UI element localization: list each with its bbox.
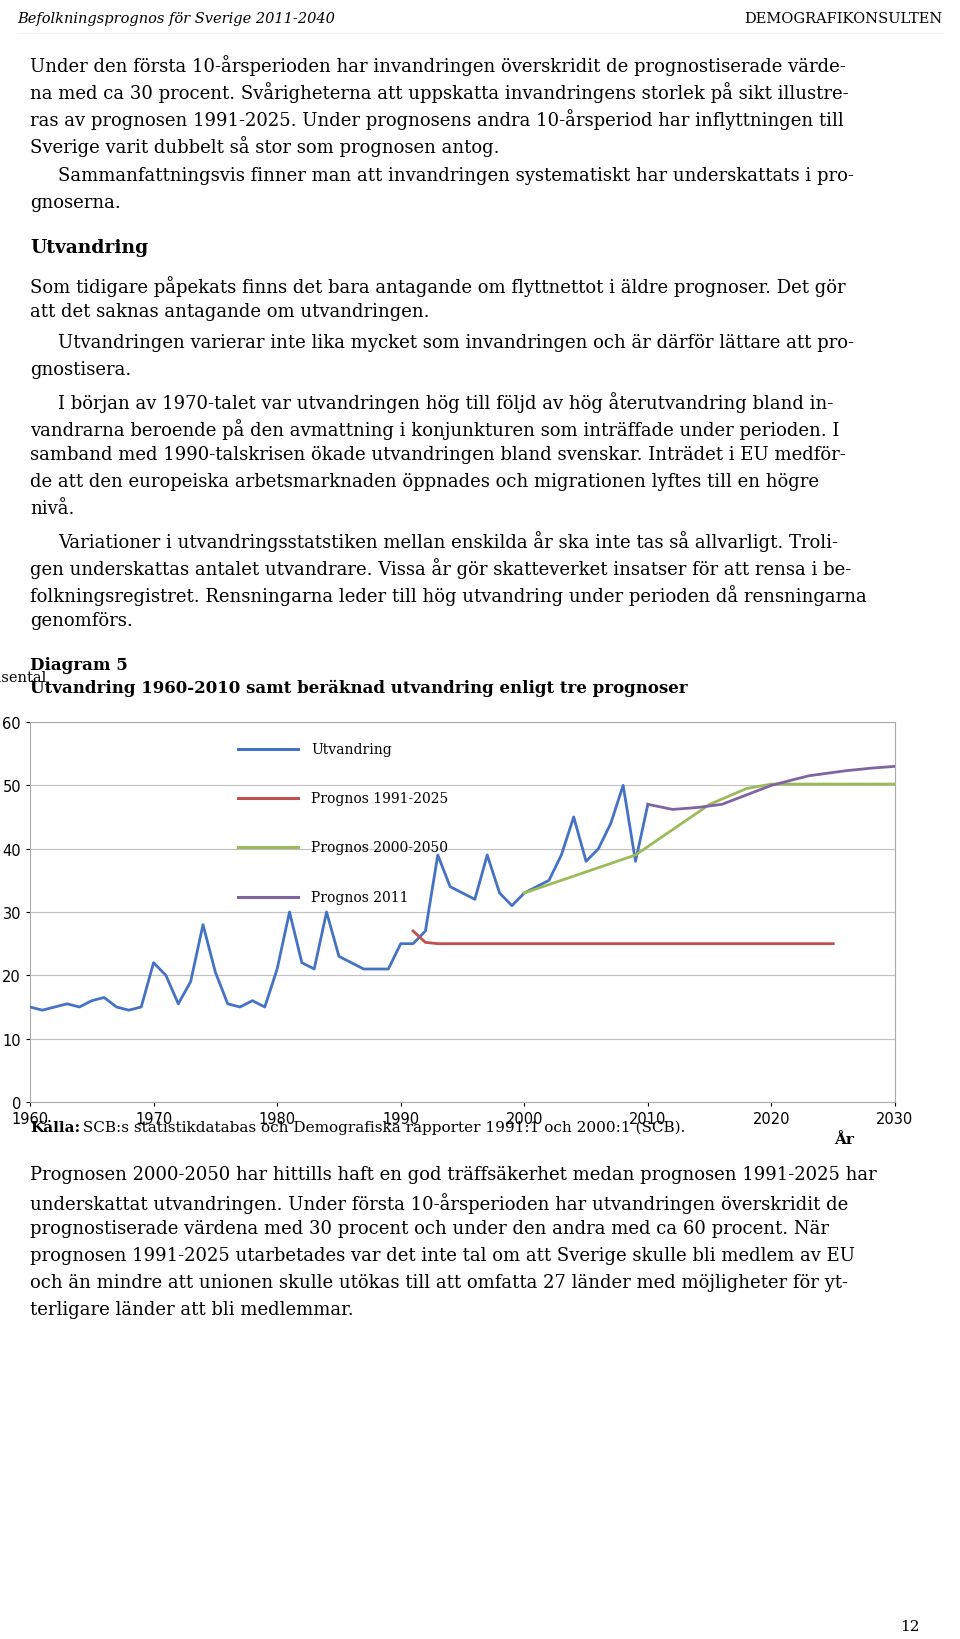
Text: gnostisera.: gnostisera. [30,361,132,379]
Text: Variationer i utvandringsstatstiken mellan enskilda år ska inte tas så allvarlig: Variationer i utvandringsstatstiken mell… [58,531,838,552]
Text: prognostiserade värdena med 30 procent och under den andra med ca 60 procent. Nä: prognostiserade värdena med 30 procent o… [30,1219,829,1237]
Text: SCB:s statistikdatabas och Demografiska rapporter 1991:1 och 2000:1 (SCB).: SCB:s statistikdatabas och Demografiska … [78,1121,685,1134]
Text: Sverige varit dubbelt så stor som prognosen antog.: Sverige varit dubbelt så stor som progno… [30,136,499,157]
Text: Sammanfattningsvis finner man att invandringen systematiskt har underskattats i : Sammanfattningsvis finner man att invand… [58,167,853,185]
Text: terligare länder att bli medlemmar.: terligare länder att bli medlemmar. [30,1300,353,1318]
Text: Som tidigare påpekats finns det bara antagande om flyttnettot i äldre prognoser.: Som tidigare påpekats finns det bara ant… [30,275,846,297]
Text: samband med 1990-talskrisen ökade utvandringen bland svenskar. Inträdet i EU med: samband med 1990-talskrisen ökade utvand… [30,446,846,464]
Text: Prognosen 2000-2050 har hittills haft en god träffsäkerhet medan prognosen 1991-: Prognosen 2000-2050 har hittills haft en… [30,1165,876,1183]
Text: DEMOGRAFIKONSULTEN: DEMOGRAFIKONSULTEN [744,11,943,26]
Text: underskattat utvandringen. Under första 10-årsperioden har utvandringen överskri: underskattat utvandringen. Under första … [30,1192,849,1213]
Text: Utvandringen varierar inte lika mycket som invandringen och är därför lättare at: Utvandringen varierar inte lika mycket s… [58,334,854,352]
Text: Utvandring: Utvandring [30,239,148,257]
Text: Prognos 2011: Prognos 2011 [311,890,409,905]
Text: Under den första 10-årsperioden har invandringen överskridit de prognostiserade : Under den första 10-årsperioden har inva… [30,56,846,75]
Text: na med ca 30 procent. Svårigheterna att uppskatta invandringens storlek på sikt : na med ca 30 procent. Svårigheterna att … [30,82,849,103]
Text: genomförs.: genomförs. [30,611,132,629]
Text: att det saknas antagande om utvandringen.: att det saknas antagande om utvandringen… [30,303,429,321]
Text: folkningsregistret. Rensningarna leder till hög utvandring under perioden då ren: folkningsregistret. Rensningarna leder t… [30,585,867,605]
Text: prognosen 1991-2025 utarbetades var det inte tal om att Sverige skulle bli medle: prognosen 1991-2025 utarbetades var det … [30,1246,855,1264]
Text: Diagram 5: Diagram 5 [30,657,128,674]
Text: gen underskattas antalet utvandrare. Vissa år gör skatteverket insatser för att : gen underskattas antalet utvandrare. Vis… [30,557,852,579]
Text: nivå.: nivå. [30,500,74,518]
Text: Prognos 2000-2050: Prognos 2000-2050 [311,841,448,856]
Text: Befolkningsprognos för Sverige 2011-2040: Befolkningsprognos för Sverige 2011-2040 [17,11,335,26]
Text: 12: 12 [900,1619,920,1632]
Text: Utvandring: Utvandring [311,742,392,756]
Text: I början av 1970-talet var utvandringen hög till följd av hög återutvandring bla: I början av 1970-talet var utvandringen … [58,392,833,413]
Text: och än mindre att unionen skulle utökas till att omfatta 27 länder med möjlighet: och än mindre att unionen skulle utökas … [30,1274,848,1292]
Text: Källa:: Källa: [30,1121,80,1134]
Text: de att den europeiska arbetsmarknaden öppnades och migrationen lyftes till en hö: de att den europeiska arbetsmarknaden öp… [30,472,819,490]
Text: Prognos 1991-2025: Prognos 1991-2025 [311,792,448,805]
Text: ras av prognosen 1991-2025. Under prognosens andra 10-årsperiod har inflyttninge: ras av prognosen 1991-2025. Under progno… [30,108,844,129]
Text: Tusental: Tusental [0,670,47,685]
Text: År: År [834,1133,854,1147]
Text: Utvandring 1960-2010 samt beräknad utvandring enligt tre prognoser: Utvandring 1960-2010 samt beräknad utvan… [30,680,687,697]
Text: gnoserna.: gnoserna. [30,193,121,211]
Text: vandrarna beroende på den avmattning i konjunkturen som inträffade under periode: vandrarna beroende på den avmattning i k… [30,418,839,439]
